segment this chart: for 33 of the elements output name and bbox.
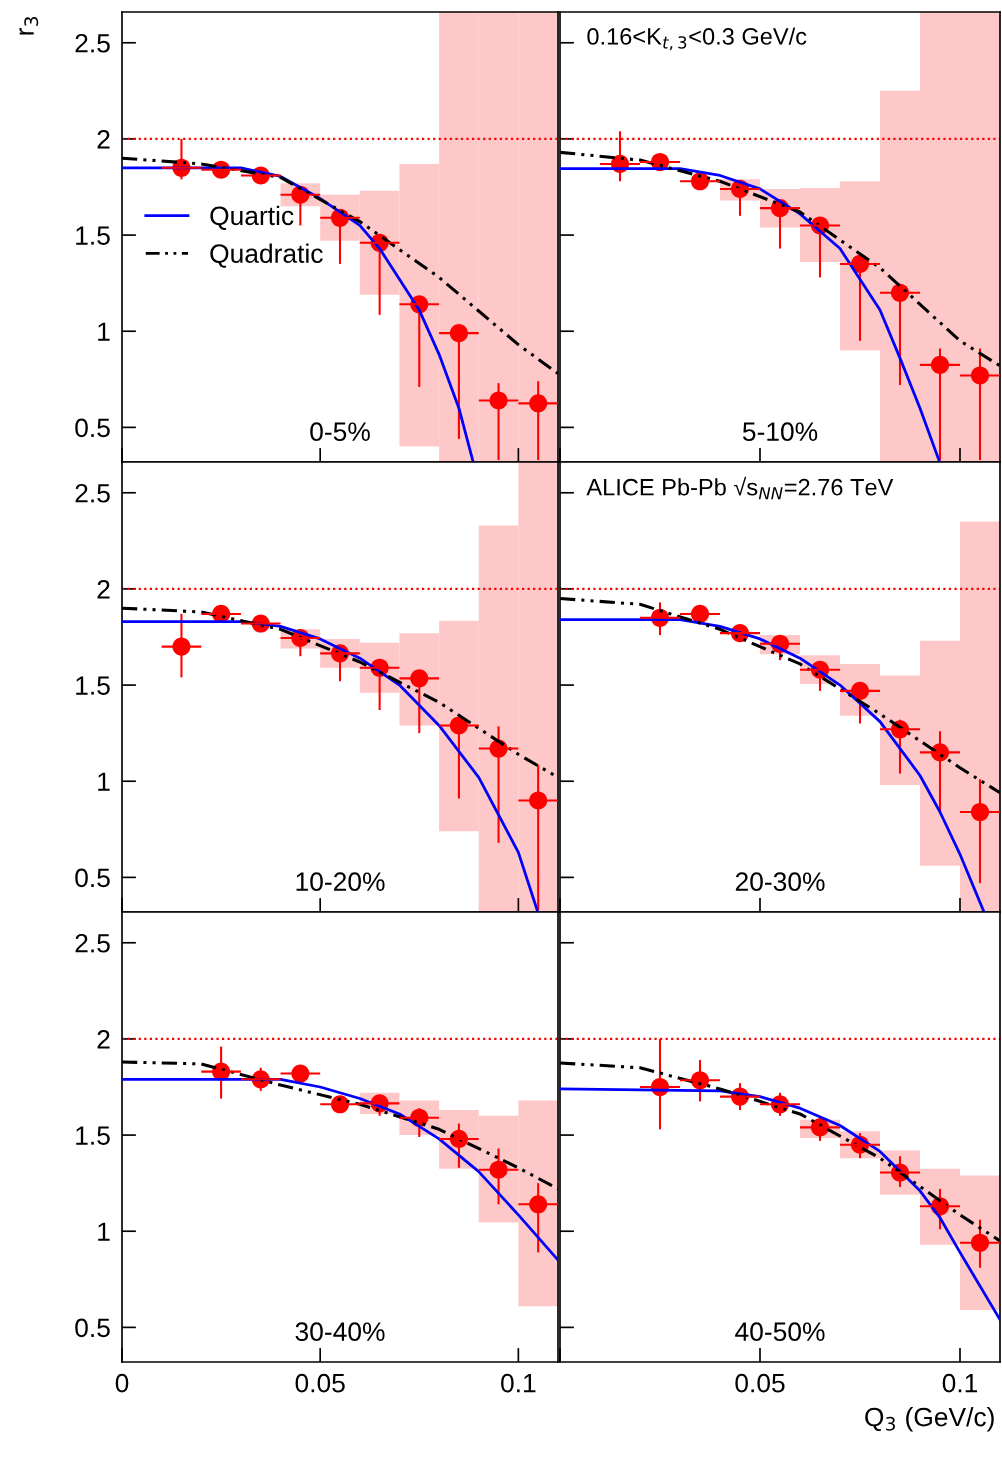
y-tick-label: 0.5 (75, 868, 110, 888)
annotation: 40-50% (735, 1322, 825, 1342)
y-tick-label: 1 (98, 322, 110, 341)
y-tick-label: 2 (97, 580, 110, 599)
annotation: 0-5% (310, 422, 370, 442)
annotation: ALICE Pb-Pb √s$_{NN}$=2.76 TeV (586, 476, 894, 500)
annotation: 20-30% (735, 872, 825, 892)
legend-label: Quadratic (210, 243, 323, 268)
y-tick-label: 1 (98, 1222, 110, 1241)
annotation: 5-10% (742, 422, 818, 442)
y-tick-label: 2 (97, 130, 110, 149)
y-tick-label: 1.5 (76, 1126, 110, 1145)
annotation: 0.16<K$_{t,3}$<0.3 GeV/c (587, 27, 807, 51)
x-tick-label: 0.1 (942, 1373, 978, 1393)
x-tick-label: 0 (115, 1373, 129, 1393)
y-tick-label: 2.5 (75, 33, 110, 53)
y-tick-label: 1.5 (76, 226, 110, 245)
line-series (122, 620, 540, 912)
annotation: 10-20% (296, 872, 385, 892)
x-tick-label: 0.1 (501, 1373, 536, 1393)
y-tick-label: 0.5 (75, 1318, 110, 1338)
x-tick-label: 0.05 (735, 1373, 785, 1393)
y-axis-title: r$_{3}$ (19, 17, 39, 35)
x-axis-title: Q$_{3}$ (GeV/c) (865, 1407, 994, 1432)
y-tick-label: 2.5 (75, 483, 110, 503)
legend-label: Quartic (210, 205, 294, 230)
y-tick-label: 0.5 (75, 418, 110, 438)
y-tick-label: 2.5 (75, 933, 110, 953)
annotation: 30-40% (295, 1322, 385, 1342)
y-tick-label: 2 (97, 1030, 110, 1049)
y-tick-label: 1 (98, 772, 110, 791)
y-tick-label: 1.5 (76, 676, 110, 695)
x-tick-label: 0.05 (295, 1373, 345, 1393)
